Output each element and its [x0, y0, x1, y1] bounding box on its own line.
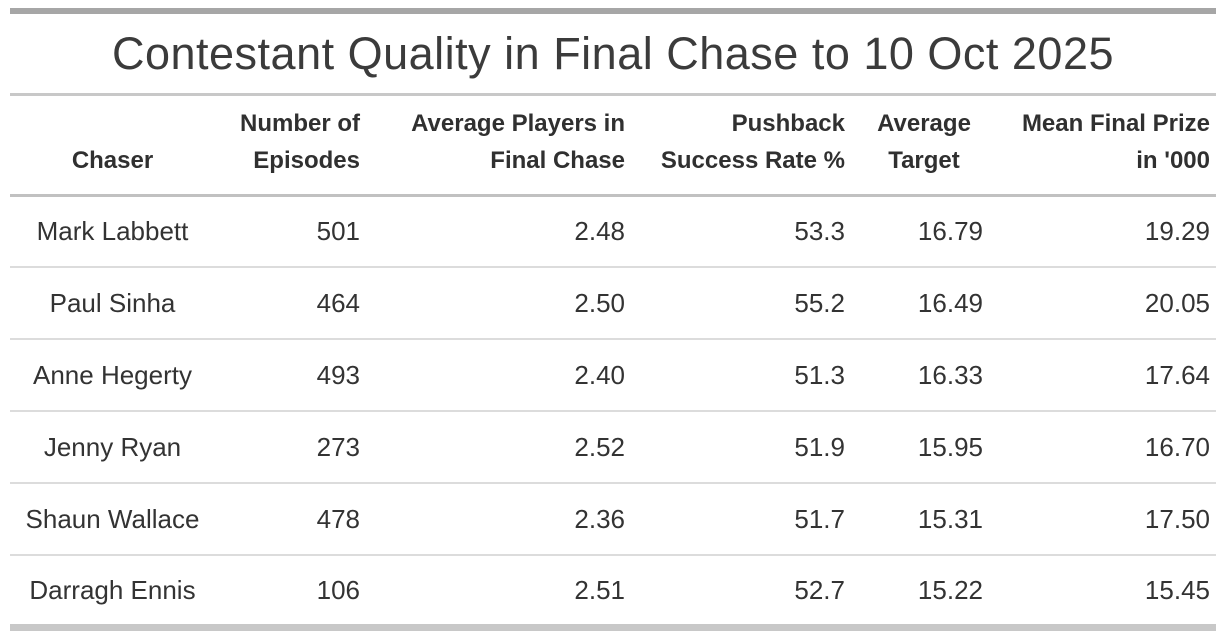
col-header-chaser-line2: Chaser	[71, 146, 154, 174]
cell-pushback: 52.7	[635, 554, 855, 624]
table-row: Mark Labbett 501 2.48 53.3 16.79 19.29	[10, 195, 1216, 267]
table-row: Jenny Ryan 273 2.52 51.9 15.95 16.70	[10, 410, 1216, 483]
cell-chaser: Paul Sinha	[10, 266, 215, 339]
col-header-episodes-line1: Number of	[240, 109, 360, 137]
title-area: Contestant Quality in Final Chase to 10 …	[10, 14, 1216, 93]
cell-avg-target: 16.49	[855, 266, 993, 339]
cell-chaser: Darragh Ennis	[10, 554, 215, 624]
cell-avg-target: 16.79	[917, 215, 983, 246]
cell-episodes: 493	[215, 338, 370, 411]
cell-avg-players: 2.40	[370, 338, 635, 411]
page-title: Contestant Quality in Final Chase to 10 …	[111, 27, 1115, 79]
cell-mean-prize: 15.45	[993, 554, 1216, 624]
table-row: Shaun Wallace 478 2.36 51.7 15.31 17.50	[10, 482, 1216, 555]
cell-mean-prize: 20.05	[993, 266, 1216, 339]
cell-episodes: 501	[316, 215, 360, 246]
col-header-pushback[interactable]: Pushback Success Rate %	[635, 96, 855, 197]
chaser-stats-table: Chaser Number of Episodes Average Player…	[10, 96, 1216, 624]
cell-avg-target: 15.95	[855, 410, 993, 483]
cell-mean-prize: 17.50	[993, 482, 1216, 555]
col-header-avg-players[interactable]: Average Players in Final Chase	[370, 96, 635, 197]
cell-avg-players: 2.36	[370, 482, 635, 555]
cell-mean-prize: 17.64	[993, 338, 1216, 411]
col-header-avg-players-line2: Final Chase	[490, 146, 625, 174]
cell-pushback: 51.3	[635, 338, 855, 411]
col-header-avg-target-line1: Average	[877, 109, 971, 137]
col-header-avg-target-line2: Target	[888, 146, 960, 174]
col-header-chaser[interactable]: Chaser	[10, 96, 215, 197]
col-header-pushback-line2: Success Rate %	[660, 146, 845, 174]
table-row: Anne Hegerty 493 2.40 51.3 16.33 17.64	[10, 338, 1216, 411]
table-row: Darragh Ennis 106 2.51 52.7 15.22 15.45	[10, 554, 1216, 624]
col-header-avg-target[interactable]: Average Target	[855, 96, 993, 197]
cell-avg-players: 2.50	[370, 266, 635, 339]
cell-episodes: 273	[215, 410, 370, 483]
col-header-mean-prize-line1: Mean Final Prize	[1021, 109, 1210, 137]
col-header-episodes-line2: Episodes	[253, 146, 360, 174]
cell-mean-prize: 16.70	[993, 410, 1216, 483]
cell-avg-target: 16.33	[855, 338, 993, 411]
col-header-avg-players-line1: Average Players in	[411, 109, 625, 137]
cell-pushback: 55.2	[635, 266, 855, 339]
cell-avg-players: 2.51	[370, 554, 635, 624]
bottom-accent-bar	[10, 624, 1216, 631]
cell-chaser: Jenny Ryan	[10, 410, 215, 483]
col-header-mean-prize-line2: in '000	[1136, 146, 1210, 174]
cell-episodes: 464	[215, 266, 370, 339]
col-header-pushback-line1: Pushback	[731, 109, 845, 137]
table-row: Paul Sinha 464 2.50 55.2 16.49 20.05	[10, 266, 1216, 339]
cell-avg-target: 15.22	[855, 554, 993, 624]
cell-avg-players: 2.52	[370, 410, 635, 483]
cell-pushback: 51.9	[635, 410, 855, 483]
cell-avg-players: 2.48	[574, 215, 625, 246]
cell-chaser: Mark Labbett	[36, 215, 189, 246]
cell-chaser: Anne Hegerty	[10, 338, 215, 411]
table-header-row: Chaser Number of Episodes Average Player…	[10, 96, 1216, 197]
cell-pushback: 51.7	[635, 482, 855, 555]
cell-mean-prize: 19.29	[1144, 215, 1210, 246]
cell-episodes: 106	[215, 554, 370, 624]
cell-chaser: Shaun Wallace	[10, 482, 215, 555]
cell-avg-target: 15.31	[855, 482, 993, 555]
cell-pushback: 53.3	[794, 215, 845, 246]
top-accent-bar	[10, 8, 1216, 14]
title-divider	[10, 93, 1216, 96]
col-header-episodes[interactable]: Number of Episodes	[215, 96, 370, 197]
col-header-mean-prize[interactable]: Mean Final Prize in '000	[993, 96, 1216, 197]
cell-episodes: 478	[215, 482, 370, 555]
